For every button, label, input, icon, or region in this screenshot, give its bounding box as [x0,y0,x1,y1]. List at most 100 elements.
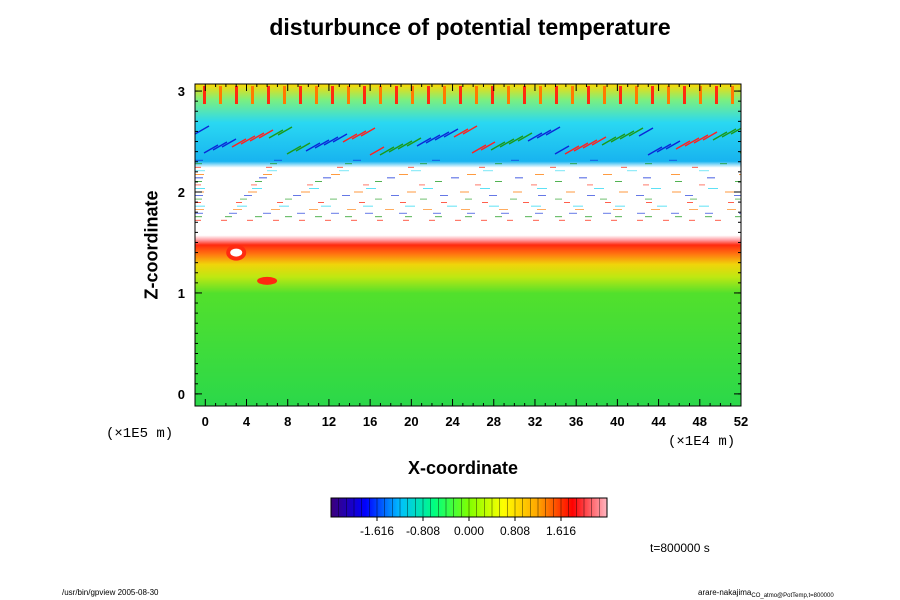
wave-streak [712,131,728,141]
wave-streak [369,146,385,156]
wave-streak [545,126,561,136]
wave-streak [388,143,404,153]
wave-streak [656,143,672,153]
wave-streak [277,126,293,136]
field-base [195,84,741,406]
y-axis: 0 1 2 3 [178,84,741,402]
footer-source: arare-nakajimaCO_atmo@PotTemp,t=800000 [698,588,834,599]
wave-streak [286,145,302,155]
wave-streak [397,140,413,150]
wave-streak [425,134,441,144]
top-cell [683,86,686,104]
top-cell [459,86,462,104]
colorbar [330,497,608,521]
top-cell [731,86,734,104]
wave-streak [434,131,450,141]
top-cell [523,86,526,104]
top-cell [635,86,638,104]
wave-streak [462,125,478,135]
colorbar-tick-label: 0.000 [453,524,485,538]
wave-streak [351,130,367,140]
y-tick-label: 0 [178,387,185,402]
y-axis-unit: (×1E5 m) [106,426,174,442]
wave-streak [564,145,580,155]
x-axis-unit: (×1E4 m) [668,434,736,450]
wave-streak [268,129,284,139]
warm-blob [257,276,278,285]
wave-streak [665,140,681,150]
top-cell [651,86,654,104]
wave-streak [628,127,644,137]
x-tick-label: 44 [651,414,666,429]
top-cell [379,86,382,104]
wave-streak [591,136,607,146]
wave-streak [314,139,330,149]
wave-streak [323,136,339,146]
top-cell [475,86,478,104]
wave-streak [240,135,256,145]
y-axis-label: Z-coordinate [141,190,162,300]
x-axis: 0 4 8 12 16 20 24 28 32 36 40 44 48 52 [202,84,748,429]
wave-streak [536,129,552,139]
wave-streak [490,141,506,151]
x-tick-label: 48 [693,414,707,429]
wave-streak [480,141,496,151]
top-cell [443,86,446,104]
wave-streak [221,138,237,148]
wave-streak [203,144,219,154]
time-label: t=800000 s [650,541,710,555]
colorbar-tick-label: -1.616 [359,524,395,538]
wave-streak [693,134,709,144]
wave-streak [721,128,737,138]
wave-streak [249,132,265,142]
x-tick-label: 12 [322,414,336,429]
top-cell [267,86,270,104]
top-cell [299,86,302,104]
x-tick-label: 0 [202,414,209,429]
wave-streak [295,142,311,152]
top-cell [251,86,254,104]
y-tick-label: 1 [178,286,185,301]
top-cell [315,86,318,104]
x-tick-label: 24 [445,414,460,429]
wave-streak [212,141,228,151]
footer-source-main: arare-nakajima [698,588,752,597]
wave-streak [471,144,487,154]
top-cell [555,86,558,104]
top-cell [619,86,622,104]
x-tick-label: 28 [487,414,501,429]
colorbar-tick-label: -0.808 [405,524,441,538]
wave-streak [360,127,376,137]
colorbar-tick-label: 1.616 [545,524,577,538]
y-tick-label: 3 [178,84,185,99]
x-tick-label: 36 [569,414,583,429]
wave-streak [499,138,515,148]
x-tick-label: 20 [404,414,418,429]
wave-streak [443,128,459,138]
wave-streak [638,127,654,137]
top-cell [571,86,574,104]
wave-streak [406,137,422,147]
top-cell [427,86,430,104]
wave-streak [675,140,691,150]
x-tick-label: 8 [284,414,291,429]
wave-streak [684,137,700,147]
wave-streak [730,127,741,135]
top-cell [235,86,238,104]
wave-streak [527,132,543,142]
x-tick-label: 16 [363,414,377,429]
wave-streak [258,129,274,139]
x-axis-label: X-coordinate [408,458,519,478]
wave-streak [573,142,589,152]
chart-title: disturbunce of potential temperature [269,14,671,40]
top-cell [539,86,542,104]
top-cell [715,86,718,104]
top-cell [203,86,206,104]
wave-streak [702,131,718,141]
x-tick-label: 32 [528,414,542,429]
footer-source-sub: CO_atmo@PotTemp,t=800000 [751,593,834,599]
y-tick-label: 2 [178,185,185,200]
top-cell [331,86,334,104]
colorbar-tick-label: 0.808 [499,524,531,538]
